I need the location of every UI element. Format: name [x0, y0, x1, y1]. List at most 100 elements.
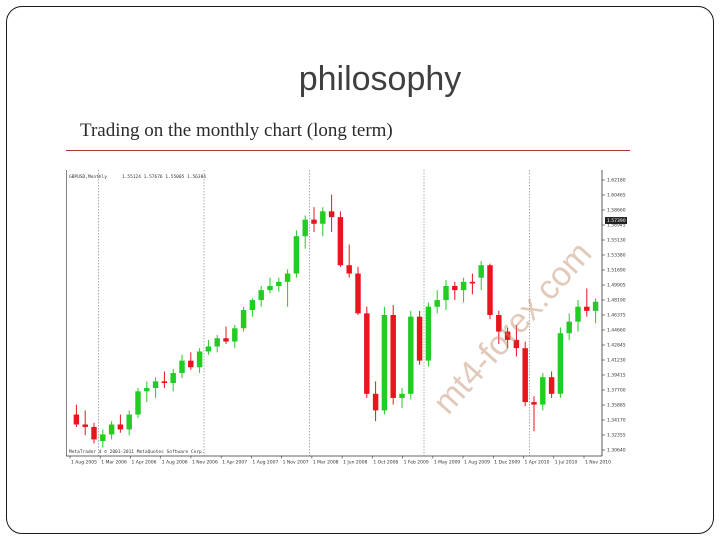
candle-body: [390, 315, 396, 398]
candle-body: [91, 426, 97, 440]
chart-ohlc: 1.55124 1.57676 1.55005 1.56384: [122, 174, 206, 180]
candle-body: [170, 373, 176, 384]
candle-body: [364, 313, 370, 394]
time-tick-label: 1 Oct 2008: [373, 460, 398, 466]
slide-subtitle: Trading on the monthly chart (long term): [80, 120, 393, 141]
price-tick-label: 1.62180: [607, 178, 626, 184]
time-tick-label: 1 Dec 2009: [494, 460, 520, 466]
price-tick-label: 1.56945: [607, 223, 626, 229]
price-tick-label: 1.35885: [607, 403, 626, 409]
candle-body: [355, 273, 361, 314]
candle-body: [452, 285, 458, 291]
candle-body: [117, 424, 124, 430]
candle-body: [205, 346, 212, 352]
time-tick-label: 1 Mar 2008: [313, 460, 339, 466]
price-chart[interactable]: GBPUSD,Monthly 1.55124 1.57676 1.55005 1…: [66, 170, 634, 466]
chart-footer: MetaTrader 4 © 2001-2011 MetaQuotes Soft…: [69, 449, 204, 455]
candle-body: [487, 265, 493, 315]
current-price-tag: [605, 217, 627, 225]
price-tick-label: 1.51690: [607, 268, 626, 274]
price-tick-label: 1.42845: [607, 343, 626, 349]
time-tick-label: 1 Nov 2007: [283, 460, 309, 466]
candle-body: [179, 360, 185, 374]
time-tick-label: 1 Jun 2008: [343, 460, 367, 466]
candle-body: [575, 306, 581, 322]
candle-body: [302, 219, 308, 237]
candle-body: [346, 265, 352, 274]
candle-body: [293, 236, 300, 274]
candle-body: [513, 339, 520, 349]
candle-body: [144, 387, 150, 392]
candle-body: [73, 414, 80, 425]
time-tick-label: 1 May 2009: [434, 460, 461, 466]
candle-body: [566, 321, 572, 334]
candle-body: [240, 310, 247, 329]
candle-body: [135, 391, 141, 415]
time-tick-label: 1 Nov 2006: [192, 460, 218, 466]
candle-body: [108, 424, 115, 435]
price-tick-label: 1.30640: [607, 448, 626, 454]
candle-body: [434, 300, 440, 307]
candle-body: [592, 301, 599, 311]
candle-body: [337, 217, 344, 266]
candle-body: [311, 219, 317, 224]
price-tick-label: 1.37700: [607, 388, 626, 394]
candle-body: [531, 402, 537, 405]
candle-body: [196, 351, 203, 368]
candle-body: [399, 393, 405, 398]
candle-body: [522, 348, 528, 403]
candle-body: [161, 381, 168, 384]
candle-body: [469, 281, 476, 284]
time-tick-label: 1 Apr 2010: [525, 460, 550, 466]
candle-body: [548, 377, 555, 394]
candle-body: [443, 285, 449, 301]
candle-body: [372, 393, 379, 411]
candle-body: [276, 281, 282, 286]
chart-symbol: GBPUSD,Monthly: [69, 174, 107, 180]
candle-body: [82, 424, 88, 427]
candle-body: [496, 315, 502, 332]
candle-body: [408, 316, 414, 394]
candle-body: [416, 316, 423, 361]
price-tick-label: 1.55130: [607, 238, 626, 244]
price-tick-label: 1.58660: [607, 208, 626, 214]
price-tick-label: 1.48190: [607, 298, 626, 304]
candle-body: [478, 265, 484, 278]
price-tick-label: 1.53380: [607, 253, 626, 259]
candle-body: [540, 377, 546, 405]
chart-svg: GBPUSD,Monthly 1.55124 1.57676 1.55005 1…: [66, 170, 634, 466]
price-axis: 1.62180 1.60465 1.58660 1.56945 1.55130 1.533…: [602, 178, 627, 454]
candle-body: [223, 338, 229, 342]
candle-body: [126, 414, 132, 430]
time-tick-label: 1 Jul 2010: [555, 460, 578, 466]
chart-grid: [66, 170, 603, 457]
candle-body: [214, 338, 220, 347]
title-rule: [66, 150, 630, 151]
candle-body: [152, 381, 159, 388]
time-tick-label: 1 Aug 2005: [71, 460, 97, 466]
time-tick-label: 1 Feb 2009: [404, 460, 429, 466]
time-tick-label: 1 Apr 2007: [222, 460, 247, 466]
time-tick-label: 1 Aug 2006: [162, 460, 188, 466]
price-tick-label: 1.60465: [607, 193, 626, 199]
slide-title: philosophy: [298, 60, 462, 98]
price-tick-label: 1.41230: [607, 358, 626, 364]
candle-body: [232, 328, 238, 342]
time-tick-label: 1 Aug 2009: [464, 460, 490, 466]
candle-body: [328, 211, 335, 218]
candle-body: [460, 281, 467, 291]
chart-background: [66, 170, 634, 466]
time-tick-label: 1 Mar 2006: [101, 460, 127, 466]
candle-body: [249, 300, 256, 311]
price-tick-label: 1.39415: [607, 373, 626, 379]
price-tick-label: 1.44660: [607, 328, 626, 334]
candle-body: [381, 315, 388, 411]
candle-body: [267, 285, 273, 291]
price-tick-label: 1.32355: [607, 433, 626, 439]
time-tick-label: 1 Nov 2010: [585, 460, 611, 466]
candle-body: [258, 290, 264, 301]
candle-body: [584, 306, 590, 311]
candle-body: [320, 211, 326, 224]
candle-body: [100, 434, 106, 442]
candle-body: [557, 333, 564, 394]
